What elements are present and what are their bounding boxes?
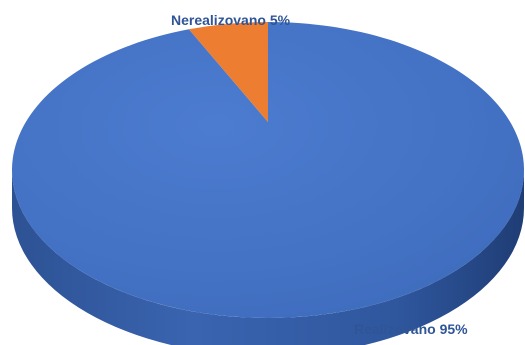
pie-group — [11, 22, 524, 345]
slice-label-nerealizovano: Nerealizovano 5% — [171, 12, 291, 28]
pie-side-wall — [12, 170, 524, 345]
slice-label-realizovano: Realizovano 95% — [354, 321, 468, 337]
pie-slice-realizovano — [11, 22, 524, 318]
pie-slice-nerealizovano — [188, 22, 268, 122]
